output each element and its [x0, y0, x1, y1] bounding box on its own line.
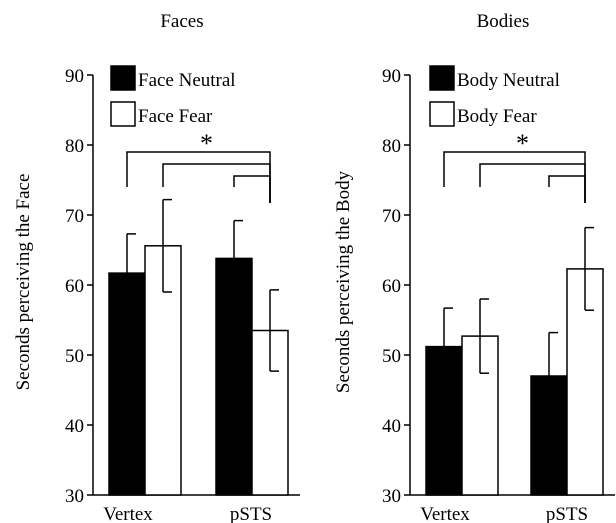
- legend-swatch: [110, 101, 136, 127]
- legend-label: Body Fear: [457, 106, 537, 127]
- significance-bracket: [479, 163, 586, 203]
- y-tick-label: 90: [65, 66, 84, 87]
- y-tick-label: 60: [65, 276, 84, 297]
- y-tick-label: 60: [382, 276, 401, 297]
- y-axis-label: Seconds perceiving the Face: [13, 174, 34, 391]
- legend-swatch: [429, 101, 455, 127]
- x-tick-label: Vertex: [420, 504, 470, 523]
- y-axis-label: Seconds perceiving the Body: [333, 170, 354, 393]
- y-tick-label: 30: [382, 486, 401, 507]
- bodies-chart: Bodies Seconds perceiving the Body 30 40 5…: [333, 11, 615, 523]
- y-tick-label: 70: [65, 206, 84, 227]
- y-tick-label: 40: [65, 416, 84, 437]
- significance-marker: *: [200, 129, 213, 158]
- bar: [215, 257, 253, 496]
- legend-swatch: [429, 65, 455, 91]
- y-tick-label: 50: [65, 346, 84, 367]
- x-tick-label: pSTS: [546, 504, 588, 523]
- bar: [425, 345, 463, 496]
- significance-bracket: [548, 175, 586, 203]
- significance-marker: *: [516, 129, 529, 158]
- chart-title: Faces: [160, 11, 203, 32]
- legend-label: Body Neutral: [457, 70, 560, 91]
- x-tick-label: pSTS: [230, 504, 272, 523]
- legend-label: Face Fear: [138, 106, 213, 127]
- bar: [108, 272, 146, 496]
- faces-chart: Faces Seconds perceiving the Face 30 40 50…: [13, 11, 300, 523]
- legend-swatch: [110, 65, 136, 91]
- y-tick-label: 50: [382, 346, 401, 367]
- y-tick-label: 40: [382, 416, 401, 437]
- significance-bracket: [162, 163, 271, 203]
- significance-bracket: [233, 175, 271, 203]
- significance-bracket: [126, 151, 271, 203]
- y-tick-label: 80: [65, 136, 84, 157]
- legend-label: Face Neutral: [138, 70, 236, 91]
- y-tick-label: 90: [382, 66, 401, 87]
- x-tick-label: Vertex: [103, 504, 153, 523]
- significance-bracket: [443, 151, 586, 203]
- y-tick-label: 80: [382, 136, 401, 157]
- chart-title: Bodies: [477, 11, 530, 32]
- y-tick-label: 70: [382, 206, 401, 227]
- bar: [530, 375, 568, 496]
- y-tick-label: 30: [65, 486, 84, 507]
